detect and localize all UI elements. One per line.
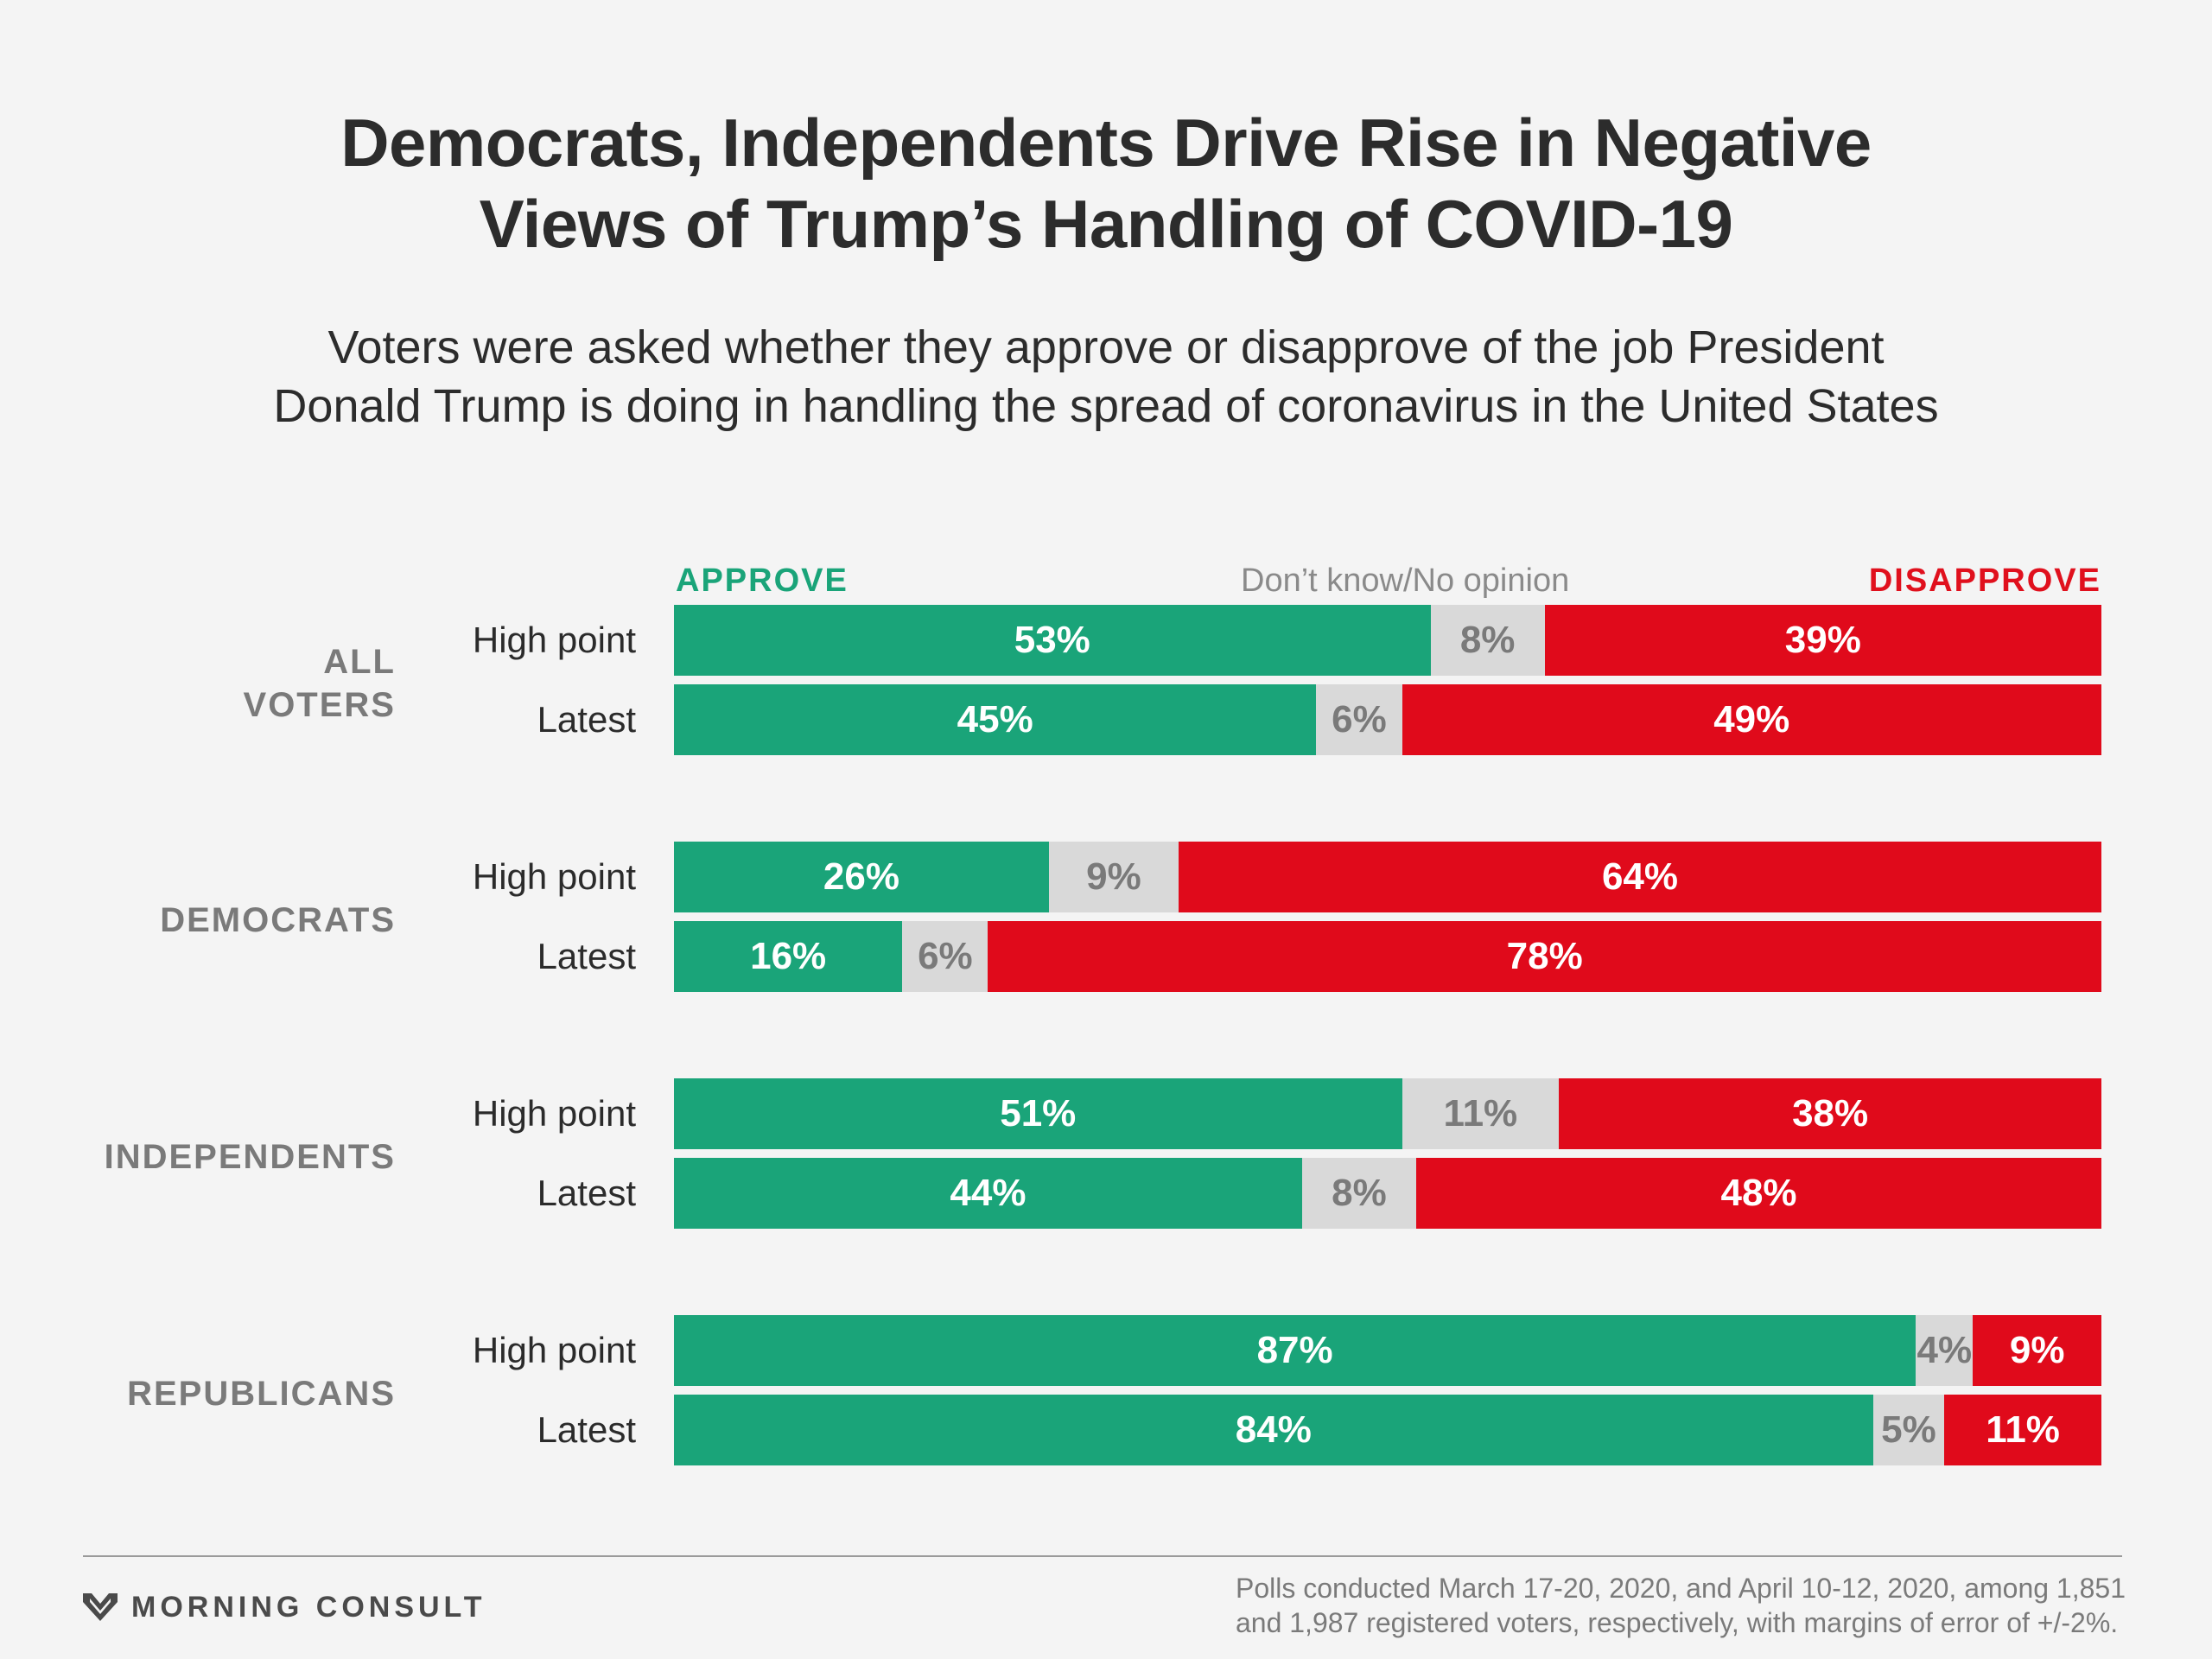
data-label-dont-know: 9% [1086, 855, 1141, 898]
data-label-approve: 87% [1256, 1329, 1333, 1371]
bar-segment-disapprove: 9% [1973, 1315, 2101, 1386]
bar-segment-dont-know: 5% [1872, 1395, 1945, 1465]
bar-segment-dont-know: 6% [1316, 684, 1402, 755]
data-label-disapprove: 64% [1601, 855, 1679, 898]
data-label-approve: 45% [957, 698, 1033, 741]
source-note-line-1: Polls conducted March 17-20, 2020, and A… [1235, 1573, 2126, 1604]
bar-segment-disapprove: 64% [1179, 842, 2101, 912]
data-label-dont-know: 8% [1459, 619, 1516, 661]
bar-segment-approve: 87% [674, 1315, 1916, 1386]
bar-segment-dont-know: 8% [1301, 1158, 1417, 1229]
row-label-republicans-latest: Latest [537, 1409, 636, 1450]
bar-segment-approve: 53% [674, 605, 1431, 676]
data-label-dont-know: 11% [1443, 1092, 1518, 1135]
bar-segment-approve: 84% [674, 1395, 1873, 1465]
group-label-all-voters: ALL VOTERS [244, 640, 396, 727]
bar-segment-dont-know: 6% [902, 921, 988, 992]
bar-segment-disapprove: 38% [1559, 1078, 2101, 1149]
bar-democrats-latest: 16% 6% 78% [674, 921, 2101, 992]
group-label-line: VOTERS [243, 686, 396, 724]
brand-name: MORNING CONSULT [131, 1590, 486, 1624]
group-label-line: ALL [323, 643, 396, 681]
chart-subtitle: Voters were asked whether they approve o… [0, 318, 2212, 435]
bar-democrats-high-point: 26% 9% 64% [674, 842, 2101, 912]
bar-segment-approve: 51% [674, 1078, 1402, 1149]
bar-segment-disapprove: 78% [988, 921, 2101, 992]
data-label-disapprove: 48% [1720, 1172, 1797, 1214]
bar-segment-disapprove: 48% [1416, 1158, 2101, 1229]
bar-segment-dont-know: 11% [1402, 1078, 1560, 1149]
chart-subtitle-line-2: Donald Trump is doing in handling the sp… [273, 380, 1939, 432]
data-label-dont-know: 4% [1916, 1329, 1973, 1371]
data-label-dont-know: 8% [1332, 1172, 1387, 1214]
chart-title-line-2: Views of Trump’s Handling of COVID-19 [479, 186, 1733, 262]
data-label-approve: 51% [1000, 1092, 1077, 1135]
data-label-approve: 44% [950, 1172, 1027, 1214]
data-label-disapprove: 78% [1506, 935, 1583, 977]
brand-block: MORNING CONSULT [83, 1588, 486, 1626]
data-label-approve: 16% [750, 935, 827, 977]
group-label-line: INDEPENDENTS [104, 1138, 396, 1176]
bar-republicans-latest: 84% 5% 11% [674, 1395, 2101, 1465]
chart-title: Democrats, Independents Drive Rise in Ne… [0, 102, 2212, 264]
data-label-dont-know: 5% [1881, 1408, 1936, 1451]
bar-segment-approve: 44% [674, 1158, 1302, 1229]
bar-all-voters-high-point: 53% 8% 39% [674, 605, 2101, 676]
group-label-independents: INDEPENDENTS [105, 1135, 396, 1179]
row-label-republicans-high-point: High point [472, 1330, 636, 1370]
data-label-approve: 26% [823, 855, 899, 898]
data-label-disapprove: 11% [1986, 1408, 2060, 1451]
group-label-democrats: DEMOCRATS [160, 899, 396, 942]
bar-all-voters-latest: 45% 6% 49% [674, 684, 2101, 755]
source-note: Polls conducted March 17-20, 2020, and A… [1236, 1571, 2126, 1640]
data-label-disapprove: 38% [1792, 1092, 1869, 1135]
bar-segment-dont-know: 4% [1916, 1315, 1974, 1386]
legend-disapprove: DISAPPROVE [1868, 563, 2101, 599]
data-label-dont-know: 6% [1332, 698, 1387, 741]
bar-segment-disapprove: 39% [1544, 605, 2101, 676]
data-label-disapprove: 39% [1784, 619, 1861, 661]
group-label-republicans: REPUBLICANS [127, 1372, 396, 1415]
bar-segment-approve: 16% [674, 921, 903, 992]
chart-subtitle-line-1: Voters were asked whether they approve o… [327, 321, 1885, 373]
data-label-disapprove: 9% [2009, 1329, 2065, 1371]
row-label-democrats-latest: Latest [537, 936, 636, 976]
bar-segment-dont-know: 9% [1048, 842, 1179, 912]
footer-divider [83, 1555, 2122, 1557]
row-label-democrats-high-point: High point [472, 856, 636, 897]
bar-independents-latest: 44% 8% 48% [674, 1158, 2101, 1229]
group-label-line: DEMOCRATS [160, 901, 396, 939]
bar-segment-dont-know: 8% [1430, 605, 1545, 676]
row-label-all-voters-latest: Latest [537, 699, 636, 740]
row-label-all-voters-high-point: High point [472, 620, 636, 660]
chart-title-line-1: Democrats, Independents Drive Rise in Ne… [340, 105, 1872, 181]
morning-consult-logo-icon [83, 1593, 118, 1621]
legend-dont-know: Don’t know/No opinion [1241, 563, 1570, 599]
bar-independents-high-point: 51% 11% 38% [674, 1078, 2101, 1149]
data-label-approve: 53% [1014, 619, 1090, 661]
legend-approve: APPROVE [676, 563, 849, 599]
bar-segment-disapprove: 49% [1402, 684, 2101, 755]
bar-republicans-high-point: 87% 4% 9% [674, 1315, 2101, 1386]
bar-segment-disapprove: 11% [1944, 1395, 2101, 1465]
source-note-line-2: and 1,987 registered voters, respectivel… [1235, 1607, 2119, 1638]
group-label-line: REPUBLICANS [127, 1375, 396, 1413]
data-label-approve: 84% [1235, 1408, 1312, 1451]
bar-segment-approve: 26% [674, 842, 1049, 912]
data-label-dont-know: 6% [918, 935, 973, 977]
row-label-independents-latest: Latest [537, 1173, 636, 1213]
data-label-disapprove: 49% [1713, 698, 1790, 741]
row-label-independents-high-point: High point [472, 1093, 636, 1134]
bar-segment-approve: 45% [674, 684, 1317, 755]
